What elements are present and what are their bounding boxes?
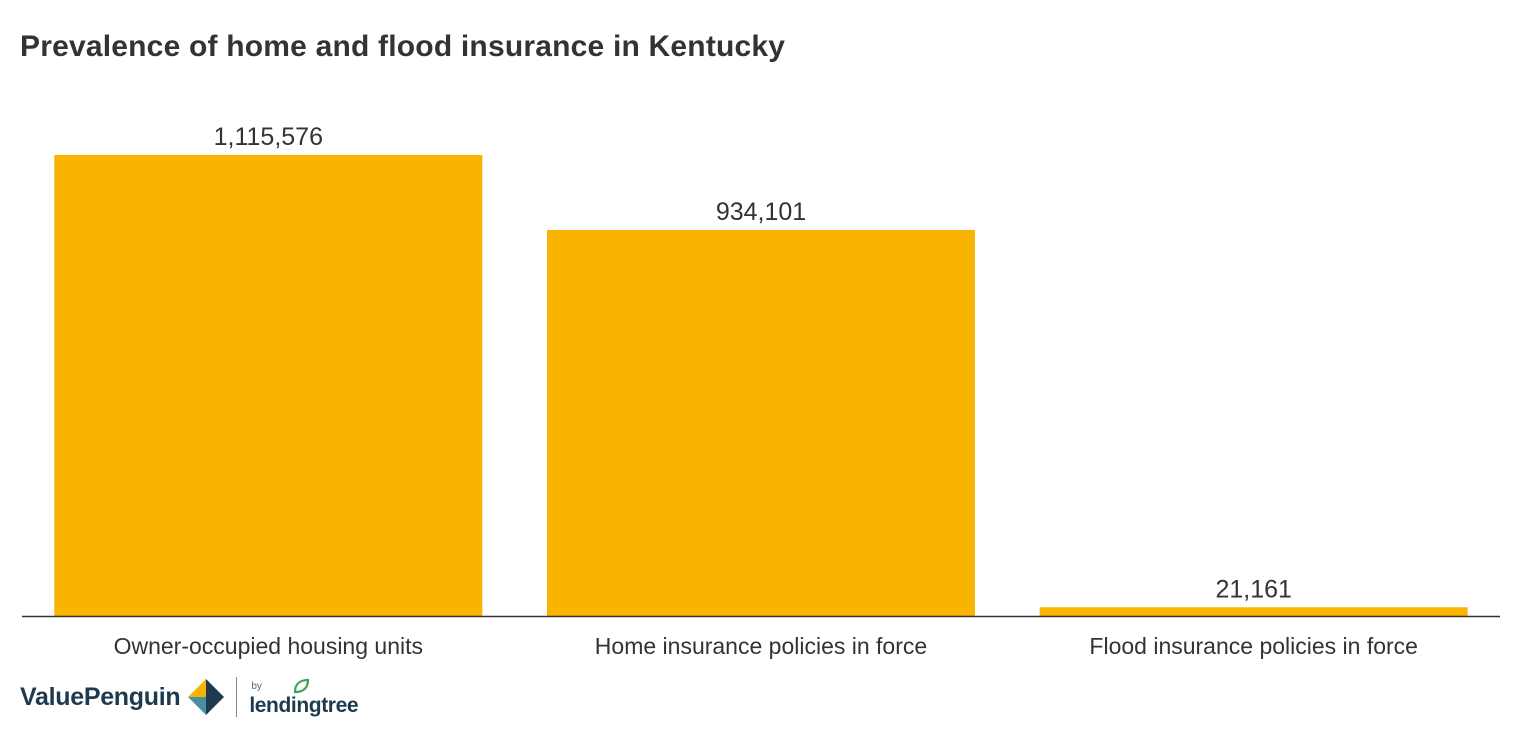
category-labels-group: Owner-occupied housing units Home insuran… <box>114 633 1418 659</box>
valuepenguin-logo-icon <box>188 679 225 715</box>
bar-2 <box>547 230 975 616</box>
value-labels-group: 1,115,576 934,101 21,161 <box>214 123 1292 603</box>
category-label-1: Owner-occupied housing units <box>114 633 423 659</box>
partner-by-text: by <box>251 681 262 692</box>
leaf-icon <box>294 678 310 694</box>
brand-footer: ValuePenguin by lendingtree <box>20 672 379 722</box>
partner-logo: by lendingtree <box>249 672 379 722</box>
value-label-2: 934,101 <box>716 198 806 226</box>
chart-title: Prevalence of home and flood insurance i… <box>20 30 786 63</box>
category-label-2: Home insurance policies in force <box>595 633 927 659</box>
value-label-1: 1,115,576 <box>214 123 323 151</box>
category-label-3: Flood insurance policies in force <box>1089 633 1418 659</box>
brand-divider <box>236 677 238 717</box>
value-label-3: 21,161 <box>1215 575 1291 603</box>
bar-3 <box>1039 607 1468 616</box>
bar-1 <box>54 155 483 616</box>
brand-name: ValuePenguin <box>20 682 181 711</box>
bars-group <box>54 155 1468 616</box>
partner-name: lendingtree <box>249 694 359 717</box>
